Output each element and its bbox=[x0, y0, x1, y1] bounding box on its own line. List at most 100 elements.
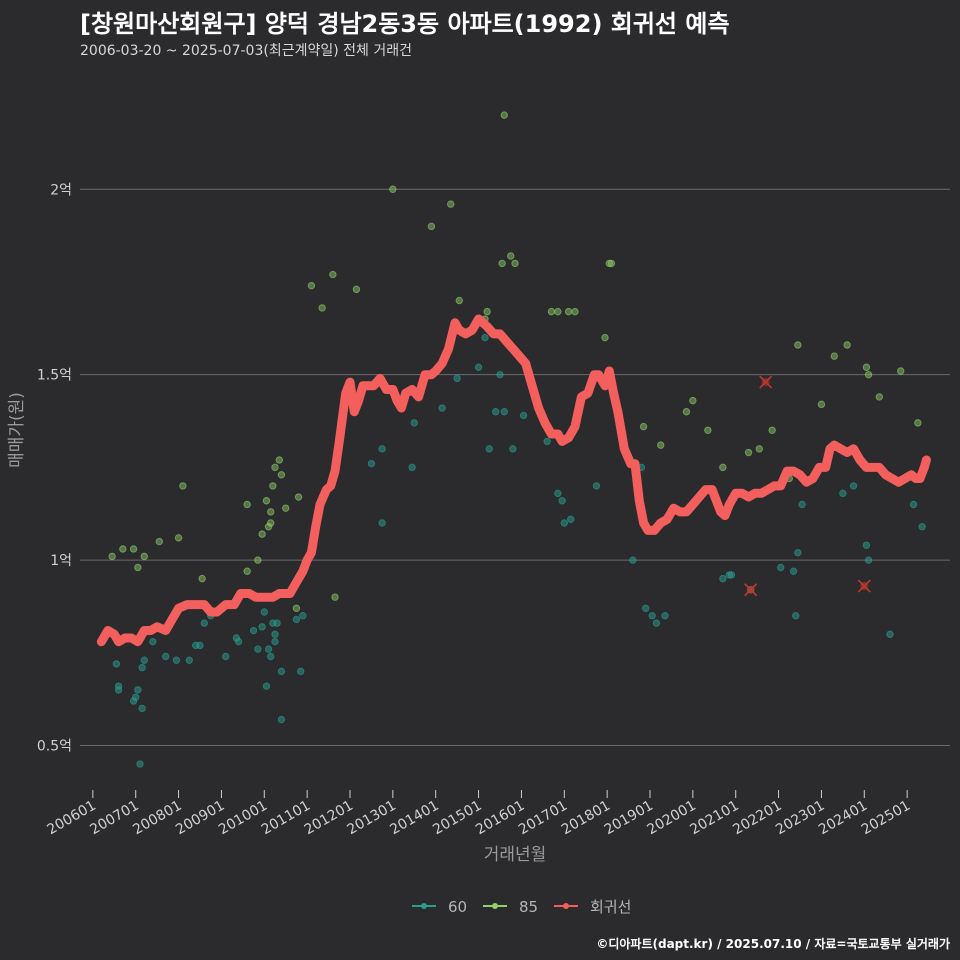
series-85-points bbox=[108, 111, 922, 612]
point-85 bbox=[264, 523, 273, 531]
point-60 bbox=[378, 519, 386, 527]
point-60 bbox=[864, 556, 873, 564]
point-85 bbox=[134, 563, 142, 572]
point-60 bbox=[234, 637, 243, 646]
point-60 bbox=[162, 652, 170, 661]
point-60 bbox=[277, 667, 286, 676]
point-60 bbox=[453, 374, 461, 383]
point-85 bbox=[267, 519, 275, 527]
point-60 bbox=[138, 663, 146, 672]
point-60 bbox=[271, 630, 279, 638]
x-tick-label: 201401 bbox=[387, 798, 441, 839]
point-60 bbox=[918, 523, 926, 531]
point-85 bbox=[352, 285, 361, 294]
point-85 bbox=[862, 363, 871, 371]
point-60 bbox=[297, 667, 305, 676]
y-tick-label: 1.5억 bbox=[37, 368, 72, 384]
point-85 bbox=[174, 534, 183, 542]
point-60 bbox=[140, 656, 148, 664]
point-60 bbox=[254, 645, 262, 653]
point-60 bbox=[172, 656, 181, 664]
point-60 bbox=[592, 482, 601, 490]
point-85 bbox=[719, 463, 727, 472]
point-60 bbox=[792, 612, 800, 620]
point-85 bbox=[271, 463, 279, 472]
point-85 bbox=[605, 259, 613, 268]
point-85 bbox=[507, 252, 515, 260]
x-tick-label: 201701 bbox=[516, 798, 570, 839]
series-60-points bbox=[112, 333, 926, 768]
point-60 bbox=[299, 612, 307, 620]
point-85 bbox=[282, 504, 290, 512]
chart-subtitle: 2006-03-20 ~ 2025-07-03(최근계약일) 전체 거래건 bbox=[80, 43, 412, 59]
point-60 bbox=[134, 686, 142, 694]
point-60 bbox=[264, 645, 273, 653]
legend: 60 85 회귀선 bbox=[412, 898, 631, 916]
point-60 bbox=[727, 571, 736, 579]
point-60 bbox=[260, 608, 268, 616]
point-60 bbox=[249, 626, 258, 635]
point-85 bbox=[601, 333, 609, 342]
y-axis-label: 매매가(원) bbox=[7, 392, 27, 468]
point-60 bbox=[543, 437, 551, 446]
point-60 bbox=[132, 693, 140, 701]
point-60 bbox=[185, 656, 193, 664]
point-60 bbox=[789, 567, 798, 575]
point-85 bbox=[140, 552, 148, 561]
legend-item-60: 60 bbox=[412, 898, 467, 916]
point-85 bbox=[427, 222, 436, 231]
cancelled-marker bbox=[857, 579, 871, 593]
point-60 bbox=[485, 445, 493, 453]
point-60 bbox=[648, 612, 656, 620]
y-tick-label: 1억 bbox=[50, 553, 72, 569]
legend-label: 85 bbox=[519, 898, 538, 916]
point-60 bbox=[474, 363, 483, 371]
point-85 bbox=[897, 367, 905, 375]
x-tick-label: 201201 bbox=[302, 798, 356, 839]
y-axis-ticks: 0.5억 1억 1.5억 2억 bbox=[37, 182, 72, 754]
point-60 bbox=[849, 482, 858, 490]
legend-label: 60 bbox=[448, 898, 467, 916]
point-60 bbox=[271, 637, 279, 646]
point-60 bbox=[886, 630, 894, 638]
x-tick-label: 202201 bbox=[730, 798, 784, 839]
point-85 bbox=[914, 419, 922, 427]
x-tick-label: 201001 bbox=[216, 798, 270, 839]
y-tick-label: 2억 bbox=[50, 182, 72, 198]
point-60 bbox=[777, 563, 785, 572]
point-85 bbox=[275, 456, 283, 464]
point-60 bbox=[560, 519, 568, 527]
x-axis-label: 거래년월 bbox=[484, 845, 547, 865]
x-tick-label: 200601 bbox=[45, 798, 99, 839]
point-60 bbox=[629, 556, 637, 564]
x-tick-label: 202101 bbox=[687, 798, 741, 839]
x-axis-ticks: 2006012007012008012009012010012011012012… bbox=[45, 790, 913, 839]
point-85 bbox=[179, 482, 187, 490]
point-60 bbox=[138, 704, 146, 713]
point-85 bbox=[639, 422, 648, 431]
point-60 bbox=[367, 459, 376, 468]
legend-item-회귀선: 회귀선 bbox=[554, 898, 631, 916]
point-85 bbox=[817, 400, 826, 409]
point-60 bbox=[554, 489, 562, 498]
point-85 bbox=[547, 307, 556, 316]
point-60 bbox=[519, 411, 528, 420]
point-85 bbox=[498, 259, 506, 268]
point-85 bbox=[554, 307, 562, 316]
x-tick-label: 200801 bbox=[130, 798, 184, 839]
x-tick-label: 201801 bbox=[559, 798, 613, 839]
point-60 bbox=[509, 445, 517, 453]
point-60 bbox=[642, 604, 650, 612]
point-60 bbox=[267, 652, 275, 661]
point-85 bbox=[744, 448, 753, 457]
x-tick-label: 202301 bbox=[773, 798, 827, 839]
point-85 bbox=[875, 393, 883, 401]
x-tick-label: 200901 bbox=[173, 798, 227, 839]
point-60 bbox=[410, 419, 418, 427]
point-85 bbox=[267, 508, 275, 516]
legend-item-85: 85 bbox=[483, 898, 538, 916]
point-85 bbox=[571, 307, 579, 316]
point-85 bbox=[108, 552, 116, 561]
point-60 bbox=[112, 660, 121, 668]
point-60 bbox=[719, 574, 727, 583]
